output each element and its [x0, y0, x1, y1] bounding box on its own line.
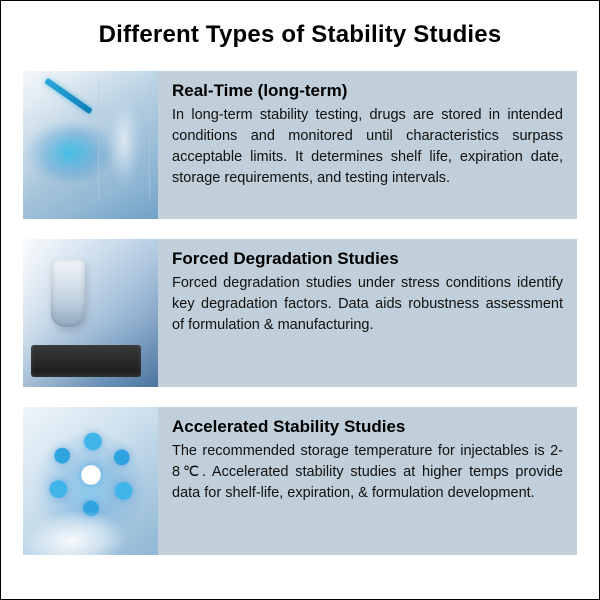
card-forced-degradation: Forced Degradation Studies Forced degrad… [23, 239, 577, 387]
card-title: Accelerated Stability Studies [172, 417, 563, 437]
card-body: Real-Time (long-term) In long-term stabi… [158, 71, 577, 219]
card-title: Forced Degradation Studies [172, 249, 563, 269]
card-body: Forced Degradation Studies Forced degrad… [158, 239, 577, 387]
card-accelerated: Accelerated Stability Studies The recomm… [23, 407, 577, 555]
microscope-image [23, 239, 158, 387]
pipette-vials-image [23, 71, 158, 219]
card-text: The recommended storage temperature for … [172, 441, 563, 504]
molecule-network-image [23, 407, 158, 555]
card-real-time: Real-Time (long-term) In long-term stabi… [23, 71, 577, 219]
card-text: In long-term stability testing, drugs ar… [172, 105, 563, 189]
card-text: Forced degradation studies under stress … [172, 273, 563, 336]
page-title: Different Types of Stability Studies [23, 21, 577, 49]
card-title: Real-Time (long-term) [172, 81, 563, 101]
card-body: Accelerated Stability Studies The recomm… [158, 407, 577, 555]
